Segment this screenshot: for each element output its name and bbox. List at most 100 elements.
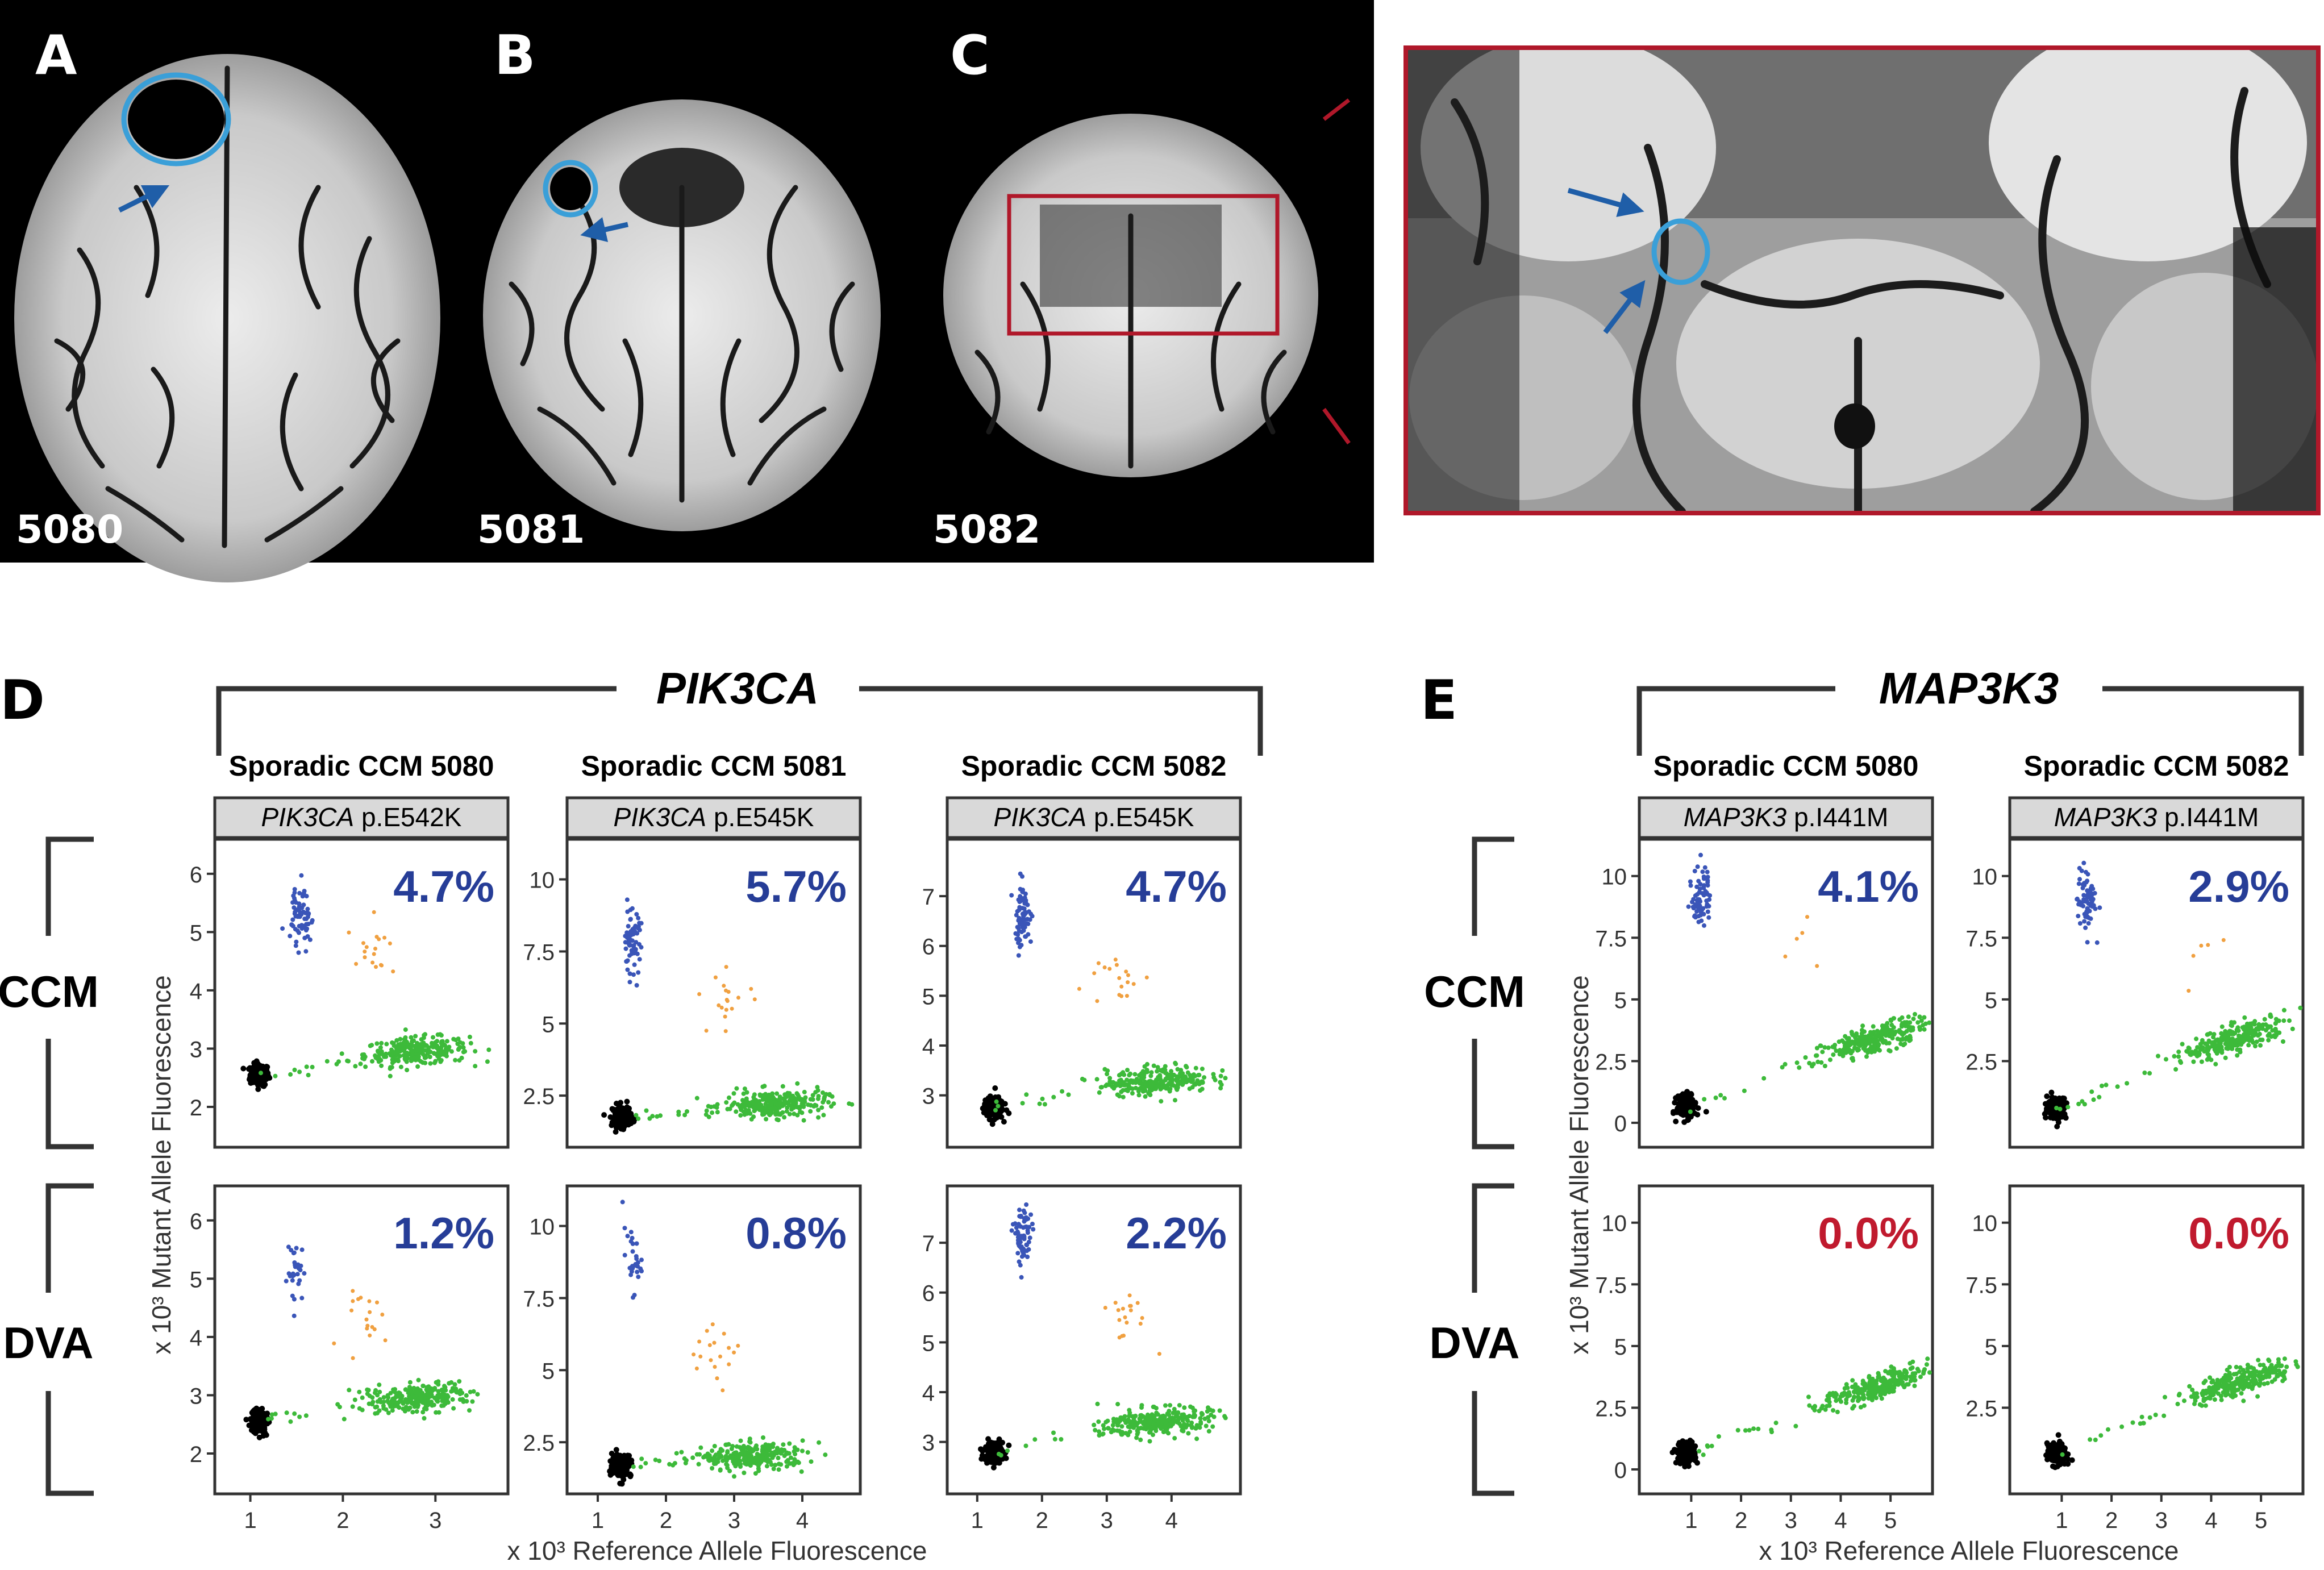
droplet: [1860, 1379, 1865, 1384]
droplet: [1111, 1086, 1117, 1091]
droplet: [1066, 1092, 1071, 1097]
droplet: [1122, 1418, 1127, 1422]
y-tick-label: 4: [190, 1326, 202, 1351]
droplet: [1014, 1225, 1019, 1230]
droplet: [2219, 1024, 2225, 1029]
droplet: [444, 1050, 449, 1055]
droplet: [1151, 1432, 1155, 1438]
section-label-d: D: [0, 669, 45, 732]
droplet: [992, 1085, 998, 1091]
cluster-trail: [1688, 1037, 1870, 1114]
droplet: [248, 1070, 255, 1076]
droplet: [310, 1064, 315, 1069]
droplet: [2156, 1053, 2160, 1059]
droplet: [679, 1450, 684, 1455]
droplet: [758, 1104, 763, 1109]
y-tick-label: 5: [922, 1331, 935, 1356]
droplet: [460, 1041, 465, 1046]
droplet: [1192, 1409, 1197, 1414]
droplet: [411, 1038, 416, 1043]
droplet: [1162, 1414, 1167, 1419]
droplet: [1190, 1075, 1196, 1080]
droplet: [776, 1118, 781, 1123]
droplet: [398, 1042, 403, 1047]
y-tick-label: 7.5: [1965, 926, 1997, 951]
gene-title-pik3ca: PIK3CA: [656, 663, 819, 713]
droplet: [613, 1447, 619, 1453]
droplet: [2195, 1045, 2200, 1050]
arrow-c-upper: [1567, 188, 1644, 217]
droplet: [1161, 1079, 1166, 1084]
y-tick-label: 5: [190, 1267, 202, 1292]
droplet: [725, 1449, 730, 1454]
droplet: [1005, 1448, 1010, 1454]
droplet: [1210, 1424, 1215, 1429]
droplet: [614, 1101, 619, 1106]
cluster-trail: [2054, 1031, 2236, 1111]
droplet: [1807, 1061, 1812, 1065]
droplet: [796, 1092, 800, 1097]
droplet: [260, 1419, 266, 1426]
droplet: [1907, 1361, 1913, 1366]
droplet: [715, 1376, 719, 1381]
droplet: [407, 1405, 413, 1410]
y-tick-label: 3: [922, 1084, 935, 1109]
droplet: [676, 1109, 681, 1114]
lesion-circle-c: [1651, 218, 1710, 285]
variant-change: p.E545K: [714, 802, 814, 832]
gene-title-map3k3: MAP3K3: [1879, 663, 2059, 713]
droplet: [799, 1103, 804, 1109]
droplet: [778, 1448, 783, 1454]
droplet: [1051, 1430, 1056, 1435]
droplet: [1115, 1428, 1120, 1433]
droplet: [753, 1471, 758, 1476]
droplet: [1924, 1362, 1929, 1367]
droplet: [1218, 1073, 1223, 1078]
droplet: [752, 1109, 757, 1114]
droplet: [391, 969, 395, 974]
droplet: [627, 953, 632, 958]
droplet: [299, 912, 304, 917]
x-tick-label: 2: [660, 1508, 672, 1533]
droplet: [2242, 1015, 2247, 1020]
droplet: [1812, 1407, 1817, 1413]
droplet: [777, 1094, 782, 1100]
droplet: [1913, 1011, 1917, 1017]
droplet: [978, 1446, 984, 1452]
y-tick-label: 2.5: [523, 1084, 555, 1109]
droplet: [619, 1111, 625, 1118]
droplet: [1093, 1427, 1098, 1432]
droplet: [2077, 921, 2083, 926]
droplet: [993, 1441, 999, 1447]
droplet: [790, 1093, 796, 1098]
droplet: [630, 1235, 635, 1240]
droplet: [286, 1271, 291, 1276]
droplet: [2276, 1018, 2281, 1023]
droplet: [1015, 924, 1020, 930]
droplet: [1692, 869, 1697, 873]
droplet: [1128, 1071, 1133, 1076]
droplet: [1698, 882, 1703, 887]
mri-strip: A 5080 B 5081 C: [0, 0, 1374, 582]
droplet: [1904, 1023, 1909, 1028]
droplet: [760, 1452, 765, 1457]
droplet: [634, 1241, 639, 1246]
droplet: [1807, 1403, 1812, 1408]
droplet: [1206, 1405, 1210, 1410]
cluster-double-positive: [332, 1289, 388, 1360]
droplet: [1022, 898, 1027, 903]
droplet: [2147, 1071, 2152, 1076]
droplet: [637, 921, 642, 926]
droplet: [1893, 1370, 1898, 1375]
droplet: [421, 1384, 426, 1389]
droplet: [1794, 1060, 1800, 1065]
droplet: [707, 1343, 712, 1347]
droplet: [415, 1048, 420, 1053]
droplet: [288, 934, 293, 939]
droplet: [1877, 1375, 1882, 1380]
droplet: [1027, 917, 1032, 922]
droplet: [1096, 961, 1101, 965]
